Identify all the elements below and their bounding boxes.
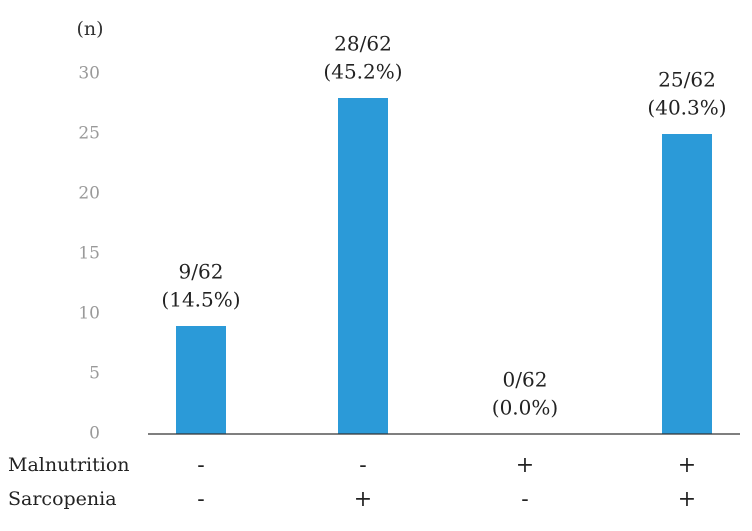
y-tick-label: 10 — [78, 304, 100, 324]
row-label: Malnutrition — [8, 454, 130, 476]
value-label: (14.5%) — [161, 288, 240, 312]
bar — [338, 98, 388, 434]
y-tick-label: 5 — [89, 364, 100, 384]
category-label: - — [359, 453, 366, 478]
y-tick-label: 25 — [78, 124, 100, 144]
category-label: + — [678, 453, 696, 478]
category-label: - — [197, 487, 204, 512]
value-label: 28/62 — [334, 32, 392, 56]
category-label: + — [678, 487, 696, 512]
row-label: Sarcopenia — [8, 488, 117, 510]
bar — [662, 134, 712, 434]
y-axis-label: (n) — [76, 18, 103, 40]
value-label: (0.0%) — [492, 396, 558, 420]
category-label: - — [521, 487, 528, 512]
y-tick-label: 0 — [89, 424, 100, 444]
category-label: + — [354, 487, 372, 512]
y-tick-label: 30 — [78, 64, 100, 84]
y-tick-label: 15 — [78, 244, 100, 264]
y-tick-label: 20 — [78, 184, 100, 204]
value-label: (45.2%) — [323, 60, 402, 84]
bar — [176, 326, 226, 434]
value-label: (40.3%) — [647, 96, 726, 120]
value-label: 25/62 — [658, 68, 716, 92]
value-label: 0/62 — [503, 368, 548, 392]
value-label: 9/62 — [179, 260, 224, 284]
category-label: + — [516, 453, 534, 478]
category-label: - — [197, 453, 204, 478]
